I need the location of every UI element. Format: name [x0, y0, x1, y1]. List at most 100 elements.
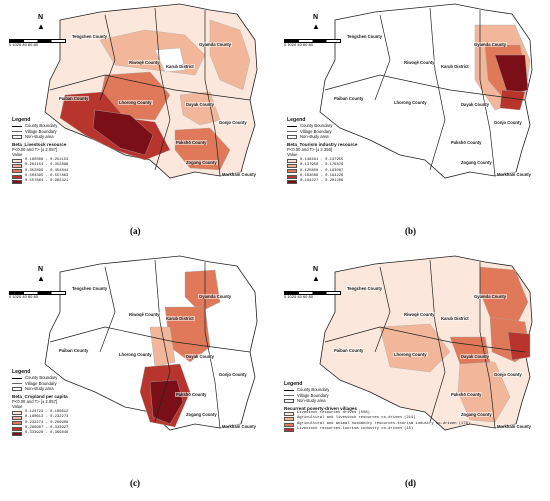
county-label-markham: Markham County — [496, 424, 532, 429]
class-label: 0.352899 - 0.454844 — [25, 168, 69, 173]
class-label: Livestock resources driven (508) — [297, 411, 370, 416]
map-a-svg — [44, 3, 258, 179]
north-arrow: N — [38, 266, 44, 273]
class-label: 0.333928 - 0.369848 — [25, 431, 69, 436]
legend-title: Legend — [12, 369, 31, 375]
value-title: Beta_Livestock resource — [12, 141, 67, 147]
scale-bar-graphic — [284, 39, 341, 43]
class-label: Agricultural and livestock resources co-… — [297, 416, 416, 421]
county-label-gonjo: Gonjo County — [493, 372, 523, 377]
class-label: 0.266907 - 0.333927 — [25, 426, 69, 431]
county-label-markham: Markham County — [221, 172, 257, 177]
county-label-riwoqe: Riwoqê County — [128, 60, 161, 65]
map-panel-d: N ▲ 0 1020 40 60 80 Tengchen County Riwo… — [280, 252, 545, 492]
value-word: Value — [12, 152, 23, 158]
panel-tag-c: (c) — [130, 478, 140, 488]
county-label-gyamda: Gyamda County — [473, 294, 508, 299]
legend-title: Legend — [12, 117, 31, 123]
legend-village-boundary: Village Boundary — [25, 380, 57, 386]
legend-non-study: Non-study area — [25, 134, 54, 140]
legend-county-boundary: County Boundary — [25, 375, 58, 381]
zone-c-mid-light — [149, 326, 176, 368]
county-label-lhorong: Lhorong County — [393, 100, 428, 105]
county-label-gyamda: Gyamda County — [198, 42, 233, 47]
county-label-zogang: Zogang County — [185, 160, 218, 165]
class-label: Agricultural and animal husbandry resour… — [297, 421, 471, 426]
map-panel-a: N ▲ 0 1020 40 60 80 Tengchen County Riwo… — [5, 0, 270, 240]
class-label: 0.261154 - 0.352898 — [25, 163, 69, 168]
county-lines-b — [324, 7, 526, 177]
legend-county-boundary: County Boundary — [300, 123, 333, 129]
legend-title: Legend — [287, 117, 306, 123]
county-label-dayak: Dayak County — [460, 102, 490, 107]
value-title: Beta_Tourism industry resource — [287, 141, 358, 147]
county-label-dayak: Dayak County — [185, 354, 215, 359]
value-word: Value — [12, 404, 23, 410]
class-label: 0.148481 - 0.137955 — [300, 157, 344, 162]
county-label-zogang: Zogang County — [185, 412, 218, 417]
zone-a-dayak — [179, 91, 221, 126]
map-panel-b: N ▲ 0 1020 40 60 80 Tengchen County Riwo… — [280, 0, 545, 240]
scale-bar-graphic — [9, 291, 66, 295]
county-lines-a — [49, 7, 251, 177]
county-label-zogang: Zogang County — [460, 160, 493, 165]
class-label: 0.125800 - 0.193087 — [300, 168, 344, 173]
legend-b: Legend County Boundary Village Boundary … — [287, 117, 417, 185]
north-arrow-icon: ▲ — [312, 274, 320, 283]
legend-non-study: Non-study area — [25, 386, 54, 392]
county-label-paksho: Pakshö County — [450, 392, 483, 397]
county-label-riwoqe: Riwoqê County — [403, 60, 436, 65]
county-label-karub: Karub District — [165, 64, 195, 69]
county-label-paiban: Paiban County — [333, 96, 365, 101]
class-label: 0.557864 - 0.962321 — [25, 179, 69, 184]
value-title: Recurrent poverty-driven villages — [284, 405, 358, 411]
county-label-lhorong: Lhorong County — [393, 352, 428, 357]
class-label: 0.504395 - 0.557863 — [25, 174, 69, 179]
panel-tag-b: (b) — [405, 226, 416, 236]
legend-non-study: Non-study area — [300, 134, 329, 140]
panel-tag-a: (a) — [130, 226, 141, 236]
legend-village-boundary: Village Boundary — [300, 128, 332, 134]
legend-d: Legend County Boundary Village Boundary … — [284, 381, 514, 433]
north-arrow: N — [313, 14, 319, 21]
county-lines-c — [49, 259, 251, 429]
county-label-gyamda: Gyamda County — [198, 294, 233, 299]
county-label-tengchen: Tengchen County — [346, 286, 384, 291]
county-lines-d — [324, 259, 526, 429]
county-label-karub: Karub District — [165, 316, 195, 321]
county-label-dayak: Dayak County — [460, 354, 490, 359]
county-label-karub: Karub District — [440, 316, 470, 321]
value-word: Value — [287, 152, 298, 158]
county-label-zogang: Zogang County — [460, 412, 493, 417]
class-label: 0.194227 - 0.201206 — [300, 179, 344, 184]
legend-c: Legend County Boundary Village Boundary … — [12, 369, 142, 437]
panel-tag-d: (d) — [405, 478, 416, 488]
value-title: Beta_Cropland per capita — [12, 393, 68, 399]
zone-d-east-red — [507, 331, 531, 361]
zone-c-core — [149, 379, 184, 425]
zone-b-east-core — [494, 54, 529, 96]
class-label: Livestock resources-tourism industry co-… — [297, 427, 414, 432]
county-label-paiban: Paiban County — [58, 348, 90, 353]
county-label-gonjo: Gonjo County — [493, 120, 523, 125]
county-label-paksho: Pakshö County — [175, 392, 208, 397]
county-label-gonjo: Gonjo County — [218, 372, 248, 377]
north-arrow-icon: ▲ — [37, 22, 45, 31]
value-note: P<0.00 and T> [± 2.356] — [287, 147, 333, 153]
scale-bar-graphic — [284, 291, 341, 295]
zone-c-north — [184, 269, 221, 313]
county-label-karub: Karub District — [440, 64, 470, 69]
legend-title: Legend — [284, 381, 303, 387]
county-label-gonjo: Gonjo County — [218, 120, 248, 125]
zone-a-core — [92, 109, 154, 156]
county-label-paiban: Paiban County — [58, 96, 90, 101]
county-label-markham: Markham County — [496, 172, 532, 177]
legend-county-boundary: County Boundary — [297, 387, 330, 393]
scale-bar-graphic — [9, 39, 66, 43]
county-label-dayak: Dayak County — [185, 102, 215, 107]
county-label-paksho: Pakshö County — [175, 140, 208, 145]
legend-a: Legend County Boundary Village Boundary … — [12, 117, 142, 185]
legend-village-boundary: Village Boundary — [25, 128, 57, 134]
class-label: 0.232274 - 0.266906 — [25, 420, 69, 425]
county-label-lhorong: Lhorong County — [118, 100, 153, 105]
